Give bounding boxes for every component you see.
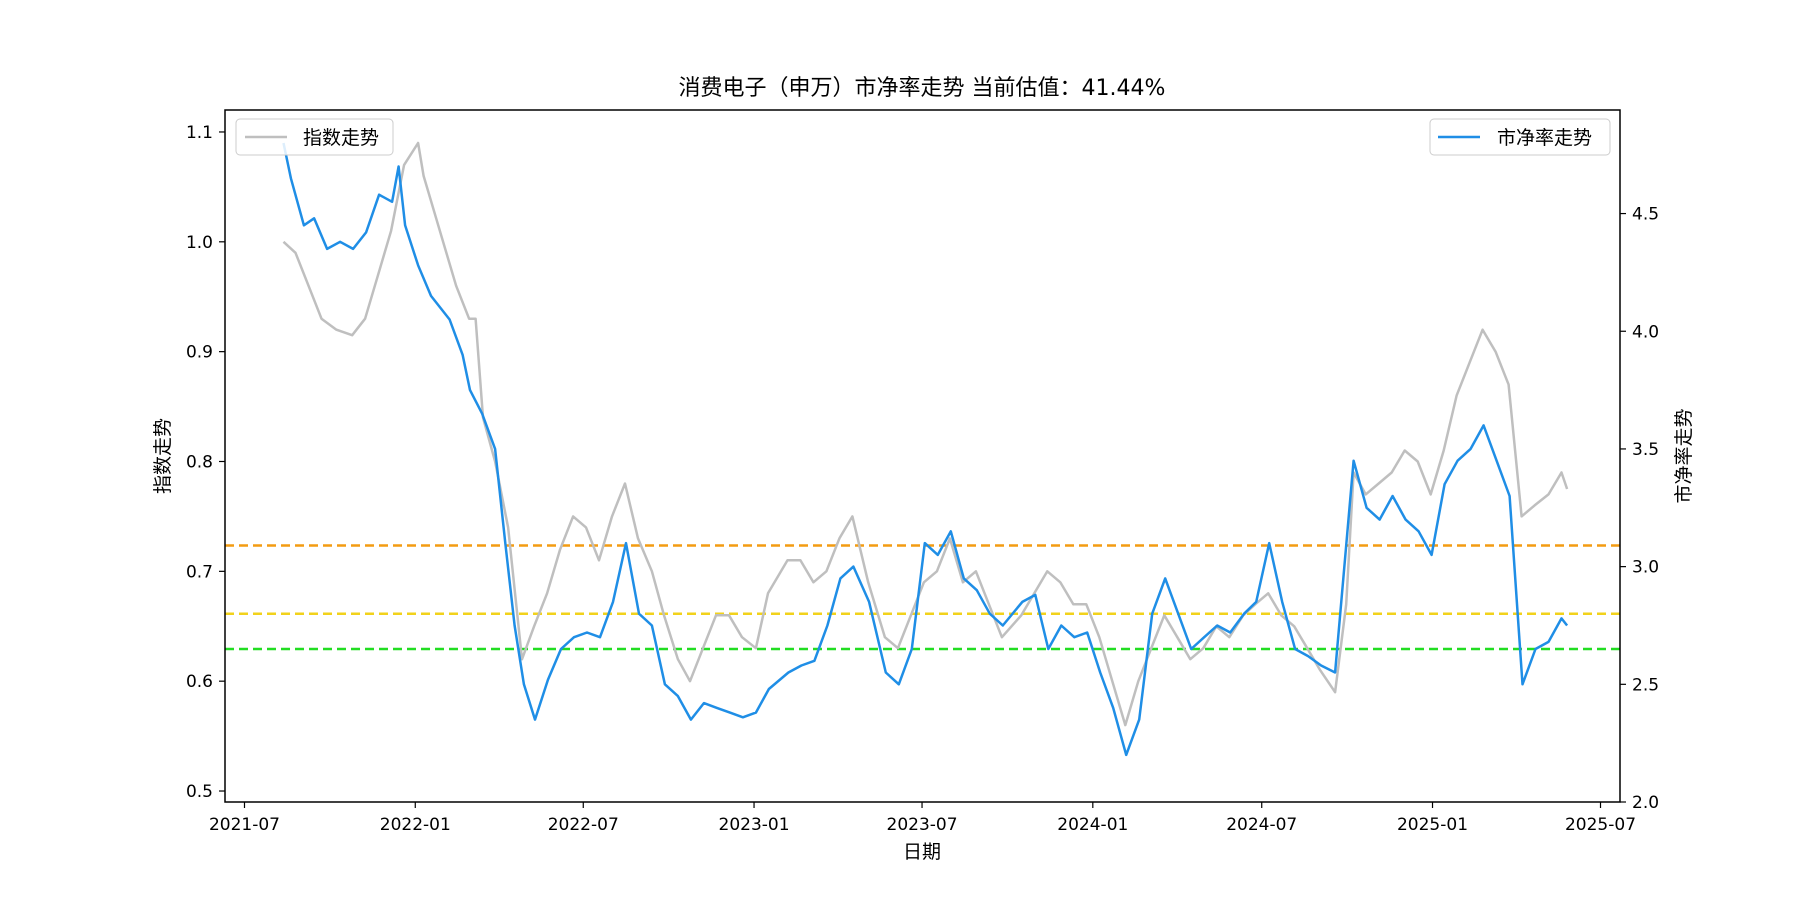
y-left-tick-label-0.5: 0.5	[186, 782, 213, 802]
y-right-tick-label-4.5: 4.5	[1632, 205, 1659, 225]
x-tick-label-2022-01: 2022-01	[380, 815, 451, 835]
x-tick-label-2024-07: 2024-07	[1226, 815, 1297, 835]
x-axis: 2021-07 2022-01 2022-07 2023-01 2023-07 2024-…	[209, 802, 1636, 835]
y-left-tick-label-0.6: 0.6	[186, 672, 213, 692]
y-left-tick-label-0.8: 0.8	[186, 452, 213, 472]
y-axis-right-title: 市净率走势	[1673, 408, 1695, 503]
y-left-tick-label-0.9: 0.9	[186, 343, 213, 363]
x-tick-label-2025-07: 2025-07	[1565, 815, 1636, 835]
chart-title: 消费电子（申万）市净率走势 当前估值：41.44%	[679, 76, 1166, 101]
y-right-tick-label-3.5: 3.5	[1632, 440, 1659, 460]
y-axis-left: 0.5 0.6 0.7 0.8 0.9 1.0 1.1	[186, 123, 225, 802]
y-right-tick-label-2.5: 2.5	[1632, 675, 1659, 695]
legend-left-label: 指数走势	[303, 127, 379, 149]
legend-left: 指数走势	[235, 118, 394, 156]
x-tick-label-2021-07: 2021-07	[209, 815, 280, 835]
series-line-pb	[282, 142, 1569, 757]
reference-lines	[225, 544, 1620, 651]
legend-right-label: 市净率走势	[1497, 127, 1592, 149]
y-left-tick-label-1: 1.0	[186, 233, 213, 253]
y-axis-left-title: 指数走势	[152, 418, 174, 494]
x-tick-label-2022-07: 2022-07	[548, 815, 619, 835]
x-axis-title: 日期	[903, 841, 941, 863]
x-tick-label-2023-07: 2023-07	[887, 815, 958, 835]
x-tick-label-2023-01: 2023-01	[719, 815, 790, 835]
legend-left-box	[235, 118, 394, 156]
y-axis-right: 2.0 2.5 3.0 3.5 4.0 4.5	[1620, 205, 1659, 813]
x-tick-label-2025-01: 2025-01	[1397, 815, 1468, 835]
legend-right-box	[1429, 118, 1611, 156]
y-right-tick-label-4: 4.0	[1632, 322, 1659, 342]
series-layer	[282, 141, 1569, 757]
legend-right: 市净率走势	[1429, 118, 1611, 156]
y-left-tick-label-0.7: 0.7	[186, 562, 213, 582]
y-right-tick-label-2: 2.0	[1632, 793, 1659, 813]
y-left-tick-label-1.1: 1.1	[186, 123, 213, 143]
x-tick-label-2024-01: 2024-01	[1057, 815, 1128, 835]
y-right-tick-label-3: 3.0	[1632, 558, 1659, 578]
